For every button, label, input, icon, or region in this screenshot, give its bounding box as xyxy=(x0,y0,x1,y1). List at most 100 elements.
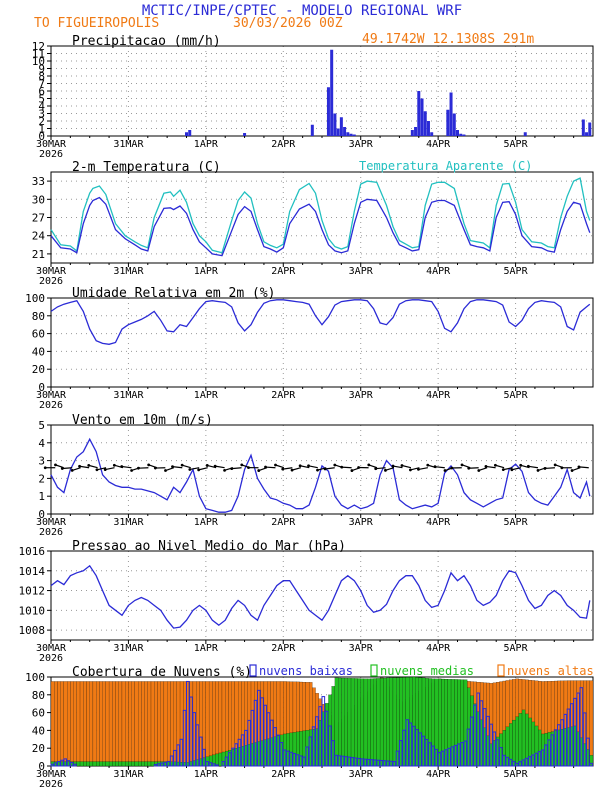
wind-arrow xyxy=(215,465,225,469)
cloud-bar-nuvens-baixas xyxy=(569,703,574,767)
clouds-xtick-label: 4APR xyxy=(426,769,451,780)
cloud-bar-nuvens-altas xyxy=(589,680,594,767)
wind-arrow-head xyxy=(323,467,327,471)
wind-arrow-head xyxy=(153,466,157,470)
precip-ytick-label: 11 xyxy=(32,48,45,61)
cloud-bar-nuvens-medias xyxy=(521,709,526,767)
wind-arrow-head xyxy=(180,463,184,467)
cloud-bar-nuvens-medias xyxy=(379,678,384,767)
precip-bar xyxy=(452,113,456,136)
cloud-bar-nuvens-baixas xyxy=(534,752,539,767)
rh-xtick-label: 1APR xyxy=(194,390,219,401)
rh-ytick-label: 100 xyxy=(25,292,45,305)
cloud-bar-nuvens-altas xyxy=(163,681,168,767)
pres-frame xyxy=(50,550,594,641)
temp-xtick-year: 2026 xyxy=(39,276,63,287)
cloud-bar-nuvens-baixas xyxy=(366,758,371,767)
precip-ytick-label: 12 xyxy=(32,40,45,53)
cloud-bar-nuvens-altas xyxy=(125,681,129,767)
cloud-bar-nuvens-baixas xyxy=(505,756,510,767)
wind-arrow-head xyxy=(417,468,420,471)
cloud-bar-nuvens-medias xyxy=(102,761,106,767)
wind-arrow xyxy=(485,465,496,469)
precip-ytick-label: 3 xyxy=(38,108,45,121)
wind-arrow-head xyxy=(230,467,234,471)
cloud-bar-nuvens-baixas xyxy=(186,680,190,767)
temp-2m-line xyxy=(50,196,591,257)
coords-label: 49.1742W 12.1308S 291m xyxy=(362,32,534,47)
cloud-bar-nuvens-baixas xyxy=(315,716,319,767)
cloud-bar-nuvens-baixas xyxy=(398,740,403,767)
cloud-bar-nuvens-medias xyxy=(354,678,358,767)
precip-bar xyxy=(446,109,450,136)
cloud-bar-nuvens-baixas xyxy=(237,738,242,767)
cloud-bar-nuvens-medias xyxy=(131,761,135,767)
cloud-bar-nuvens-baixas xyxy=(156,763,161,767)
cloud-bar-nuvens-baixas xyxy=(69,761,74,767)
precip-ytick-label: 6 xyxy=(38,85,45,98)
cloud-bar-nuvens-baixas xyxy=(66,760,71,767)
cloud-bar-nuvens-altas xyxy=(73,681,77,767)
temp-title: 2-m Temperatura (C) xyxy=(72,160,221,175)
temp-apparent-line xyxy=(50,177,591,254)
precip-xtick-label: 30MAR xyxy=(36,139,67,150)
cloud-bar-nuvens-medias xyxy=(370,678,374,767)
cloud-bar-nuvens-baixas xyxy=(408,722,413,767)
cloud-bar-nuvens-baixas xyxy=(573,697,577,767)
wind-arrow-head xyxy=(70,468,74,472)
precip-xtick-label: 4APR xyxy=(426,139,451,150)
clouds-legend-swatch xyxy=(249,664,257,677)
cloud-bar-nuvens-baixas xyxy=(586,737,590,767)
clouds-xtick-year: 2026 xyxy=(39,779,63,790)
cloud-bar-nuvens-baixas xyxy=(182,709,187,767)
precip-xtick-year: 2026 xyxy=(39,149,63,160)
cloud-bar-nuvens-baixas xyxy=(179,738,184,767)
wind-arrow xyxy=(79,465,90,469)
cloud-bar-nuvens-medias xyxy=(515,716,519,767)
temp-xtick-label: 4APR xyxy=(426,266,451,277)
cloud-bar-nuvens-medias xyxy=(108,761,113,767)
temp-ytick-label: 21 xyxy=(32,248,45,261)
wind-arrow xyxy=(299,465,310,469)
cloud-bar-nuvens-altas xyxy=(215,681,219,767)
wind-arrow xyxy=(72,467,81,471)
precip-bar xyxy=(449,92,453,136)
clouds-xtick-label: 30MAR xyxy=(36,769,67,780)
cloud-bar-nuvens-medias xyxy=(376,678,381,767)
cloud-bar-nuvens-medias xyxy=(341,677,345,767)
wind-arrow-head xyxy=(409,468,412,472)
pres-xtick-label: 30MAR xyxy=(36,643,67,654)
precip-xtick-label: 3APR xyxy=(349,139,374,150)
pres-xtick-label: 31MAR xyxy=(113,643,144,654)
clouds-legend-label: nuvens medias xyxy=(380,664,474,678)
cloud-bar-nuvens-medias xyxy=(105,761,110,767)
cloud-bar-nuvens-baixas xyxy=(386,760,390,767)
cloud-bar-nuvens-altas xyxy=(128,681,132,767)
temp-frame xyxy=(50,171,594,264)
wind-arrow xyxy=(275,464,285,469)
cloud-bar-nuvens-medias xyxy=(338,677,342,767)
precip-ytick-label: 5 xyxy=(38,93,45,106)
precip-ytick-label: 1 xyxy=(38,123,45,136)
temp-xtick-label: 5APR xyxy=(504,266,529,277)
wind-arrow-head xyxy=(400,464,404,467)
cloud-bar-nuvens-baixas xyxy=(350,757,355,767)
wind-xtick-label: 1APR xyxy=(194,517,219,528)
cloud-bar-nuvens-baixas xyxy=(486,715,490,767)
wind-arrow-head xyxy=(316,468,319,472)
cloud-bar-nuvens-baixas xyxy=(582,712,587,767)
precip-bar xyxy=(188,130,192,136)
wind-arrow-head xyxy=(570,469,574,472)
cloud-bar-nuvens-altas xyxy=(212,681,216,767)
cloud-bar-nuvens-baixas xyxy=(308,736,313,767)
temp-xtick-label: 2APR xyxy=(271,266,296,277)
wind-arrow-head xyxy=(274,463,277,467)
temp-xtick-label: 30MAR xyxy=(36,266,67,277)
pres-ytick-label: 1012 xyxy=(19,585,46,598)
cloud-bar-nuvens-medias xyxy=(347,678,352,767)
rh-xtick-label: 3APR xyxy=(349,390,374,401)
precip-bar xyxy=(185,132,188,136)
wind-ytick-label: 1 xyxy=(38,490,45,503)
cloud-bar-nuvens-baixas xyxy=(492,731,497,767)
cloud-bar-nuvens-baixas xyxy=(250,709,255,767)
